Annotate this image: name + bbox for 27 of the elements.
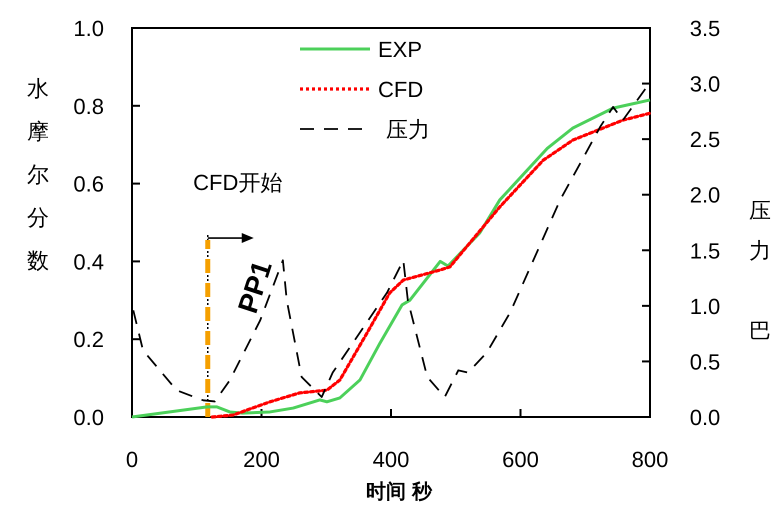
y2-tick-label: 0.5	[690, 349, 720, 374]
annotation: CFD开始	[193, 170, 282, 195]
x-tick-label: 200	[243, 447, 280, 472]
y-tick-label: 0.4	[73, 249, 104, 274]
y-tick-label: 0.0	[73, 405, 104, 430]
legend-label: EXP	[378, 37, 422, 62]
y2-tick-label: 1.5	[690, 238, 720, 264]
y-tick-label: 0.8	[73, 94, 104, 119]
y2-tick-label: 2.0	[690, 182, 720, 208]
y-tick-label: 1.0	[73, 16, 104, 41]
x-tick-label: 400	[372, 447, 410, 472]
text: 压力巴	[749, 198, 771, 343]
x-axis-title: 时间 秒	[366, 481, 433, 503]
x-tick-label: 800	[632, 447, 668, 472]
y-tick-label: 0.2	[73, 327, 104, 352]
y2-tick-label: 3.5	[690, 16, 720, 41]
y2-tick-label: 2.5	[690, 127, 720, 152]
y2-tick-label: 0.0	[690, 405, 720, 430]
y2-tick-label: 1.0	[690, 294, 720, 319]
legend-label: 压力	[386, 117, 430, 142]
y-tick-label: 0.6	[73, 172, 104, 197]
x-tick-label: 0	[126, 447, 138, 472]
x-tick-label: 600	[502, 447, 539, 472]
y-axis-title: 水摩尔分数	[27, 76, 49, 273]
legend-label: CFD	[378, 77, 424, 102]
y2-tick-label: 3.0	[690, 72, 720, 97]
annotation: PP1	[232, 256, 278, 317]
